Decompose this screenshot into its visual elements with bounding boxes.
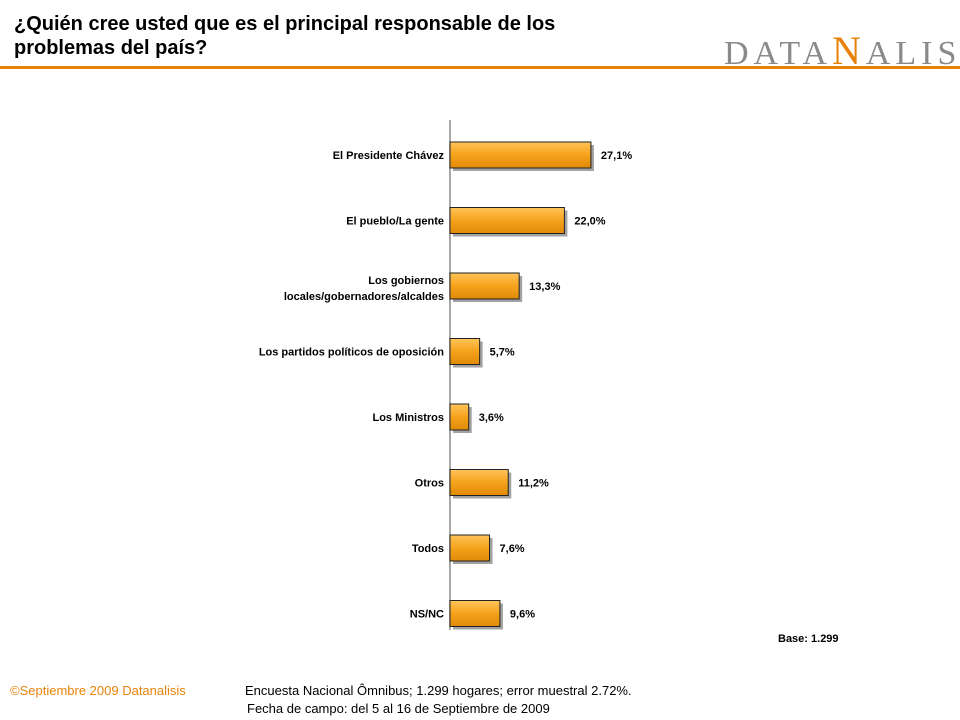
survey-footnote: Encuesta Nacional Ômnibus; 1.299 hogares… (245, 682, 632, 718)
datanalisis-logo: DATANALISIS (724, 28, 960, 68)
bar-value-label: 13,3% (529, 281, 560, 293)
footnote-line-2: Fecha de campo: del 5 al 16 de Septiembr… (247, 701, 550, 716)
bar-value-label: 9,6% (510, 609, 535, 621)
bar-value-label: 5,7% (490, 347, 515, 359)
bar (449, 207, 565, 234)
category-label: Todos (412, 543, 444, 555)
category-label: Los gobiernos (368, 275, 444, 287)
bar (449, 600, 501, 627)
logo-a: DATA (724, 35, 832, 68)
bar (449, 534, 491, 562)
category-label: locales/gobernadores/alcaldes (284, 291, 444, 303)
category-label: Los Ministros (372, 412, 444, 424)
bar (449, 338, 481, 365)
bar-value-label: 22,0% (574, 216, 605, 228)
bar (449, 469, 509, 496)
logo-text: DATANALISIS (724, 28, 960, 68)
logo-graphic: DATANALISIS (724, 28, 960, 68)
copyright-text: ©Septiembre 2009 Datanalisis (10, 683, 186, 698)
category-label: Otros (415, 478, 444, 490)
bar-chart: 27,1% El Presidente Chávez 22,0% El pueblo/… (0, 100, 960, 660)
title-line-2: problemas del país? (14, 37, 208, 59)
bar (449, 403, 470, 431)
bar (449, 272, 520, 300)
bar-value-label: 7,6% (500, 543, 525, 555)
footnote-line-1: Encuesta Nacional Ômnibus; 1.299 hogares… (245, 683, 632, 698)
base-note: Base: 1.299 (778, 633, 839, 645)
bar-value-label: 11,2% (518, 478, 549, 490)
header-rule (0, 66, 960, 69)
page-title: ¿Quién cree usted que es el principal re… (14, 12, 654, 60)
logo-rest: ALISIS (866, 35, 960, 68)
category-label: El Presidente Chávez (333, 150, 445, 162)
bar-value-label: 3,6% (479, 412, 504, 424)
category-label: NS/NC (410, 609, 444, 621)
chart-canvas: 27,1% El Presidente Chávez 22,0% El pueblo/… (259, 120, 632, 630)
category-label: Los partidos políticos de oposición (259, 347, 444, 359)
category-label: El pueblo/La gente (346, 216, 444, 228)
logo-highlight-letter: N (832, 28, 866, 68)
bar (449, 141, 592, 169)
bar-value-label: 27,1% (601, 150, 632, 162)
title-line-1: ¿Quién cree usted que es el principal re… (14, 13, 556, 35)
